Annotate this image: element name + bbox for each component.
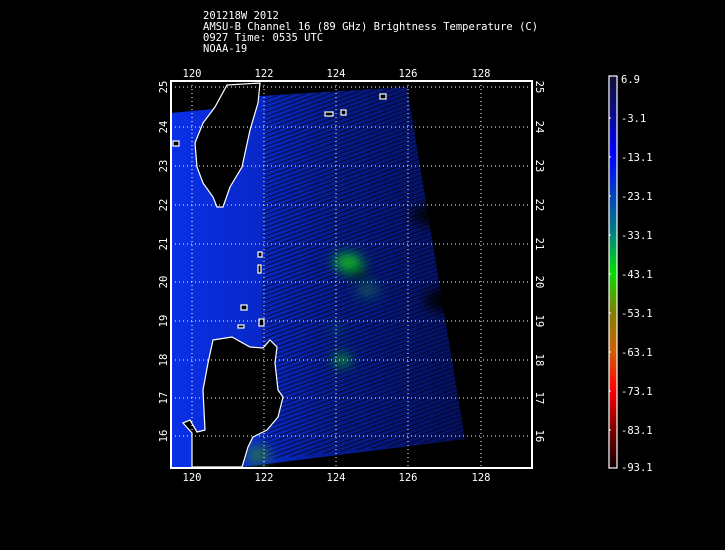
lon-label: 120 — [183, 68, 202, 80]
lat-label: 19 — [533, 315, 545, 328]
colorbar-tick-label: -23.1 — [621, 191, 653, 203]
colorbar-tick-label: -73.1 — [621, 386, 653, 398]
chart-title: 201218W 2012 AMSU-B Channel 16 (89 GHz) … — [203, 11, 538, 55]
lat-label: 17 — [158, 392, 170, 405]
colorbar-tick-label: -93.1 — [621, 462, 653, 474]
lat-label: 18 — [158, 354, 170, 367]
colorbar-tick-label: -63.1 — [621, 347, 653, 359]
lon-label: 124 — [327, 472, 346, 484]
colorbar-tick-label: -13.1 — [621, 152, 653, 164]
colorbar-tick-label: -83.1 — [621, 425, 653, 437]
colorbar-tick-label: -33.1 — [621, 230, 653, 242]
brightness-features — [246, 205, 475, 464]
map-area — [171, 81, 532, 468]
convection-cell — [334, 354, 350, 366]
lat-label: 25 — [533, 81, 545, 94]
lat-label: 25 — [158, 81, 170, 94]
island — [237, 324, 245, 329]
island — [258, 318, 265, 327]
lat-label: 21 — [533, 238, 545, 251]
island — [240, 304, 248, 311]
lat-labels-right: 25 24 23 22 21 20 19 18 17 16 — [533, 81, 545, 443]
lat-label: 17 — [533, 392, 545, 405]
lat-labels-left: 25 24 23 22 21 20 19 18 17 16 — [158, 81, 170, 443]
island — [257, 264, 262, 274]
lon-label: 122 — [255, 472, 274, 484]
island — [340, 109, 347, 116]
satellite-title: NOAA-19 — [203, 43, 248, 55]
lat-label: 18 — [533, 354, 545, 367]
dark-band — [410, 205, 470, 225]
lat-label: 21 — [158, 238, 170, 251]
time-title: 0927 Time: 0535 UTC — [203, 32, 324, 44]
lat-label: 23 — [533, 160, 545, 173]
grid-lines — [171, 81, 532, 468]
dark-band — [425, 288, 475, 312]
lon-label: 128 — [472, 472, 491, 484]
luzon-coastline — [181, 336, 284, 468]
island — [324, 111, 334, 117]
lon-label: 124 — [327, 68, 346, 80]
island — [379, 93, 387, 100]
lon-label: 126 — [399, 472, 418, 484]
colorbar-labels: 6.9 -3.1 -13.1 -23.1 -33.1 -43.1 -53.1 -63.1 -73… — [609, 74, 653, 474]
lon-label: 120 — [183, 472, 202, 484]
convection-cell — [332, 325, 342, 335]
island — [257, 251, 263, 258]
lon-labels-bottom: 120 122 124 126 128 — [183, 472, 491, 484]
lat-label: 22 — [533, 199, 545, 212]
lat-label: 22 — [158, 199, 170, 212]
colorbar — [608, 75, 618, 469]
lat-label: 19 — [158, 315, 170, 328]
lat-label: 20 — [533, 276, 545, 289]
lon-label: 128 — [472, 68, 491, 80]
colorbar-tick-label: 6.9 — [621, 74, 640, 86]
product-title: AMSU-B Channel 16 (89 GHz) Brightness Te… — [203, 21, 539, 33]
colorbar-tick-label: -3.1 — [621, 113, 646, 125]
map-frame — [170, 80, 533, 469]
storm-id-title: 201218W 2012 — [203, 10, 279, 22]
lat-label: 16 — [533, 430, 545, 443]
lon-label: 122 — [255, 68, 274, 80]
lon-labels-top: 120 122 124 126 128 — [183, 68, 491, 80]
lat-label: 23 — [158, 160, 170, 173]
lat-label: 20 — [158, 276, 170, 289]
colorbar-tick-label: -43.1 — [621, 269, 653, 281]
convection-band — [356, 283, 380, 297]
eye — [346, 266, 370, 282]
lon-label: 126 — [399, 68, 418, 80]
island — [172, 140, 180, 147]
taiwan-coastline — [194, 82, 261, 208]
lat-label: 24 — [533, 121, 545, 134]
eyewall-convection — [334, 254, 362, 270]
lat-label: 24 — [158, 121, 170, 134]
cold-area — [246, 446, 270, 464]
lat-label: 16 — [158, 430, 170, 443]
colorbar-tick-label: -53.1 — [621, 308, 653, 320]
land-coastlines — [172, 82, 387, 468]
